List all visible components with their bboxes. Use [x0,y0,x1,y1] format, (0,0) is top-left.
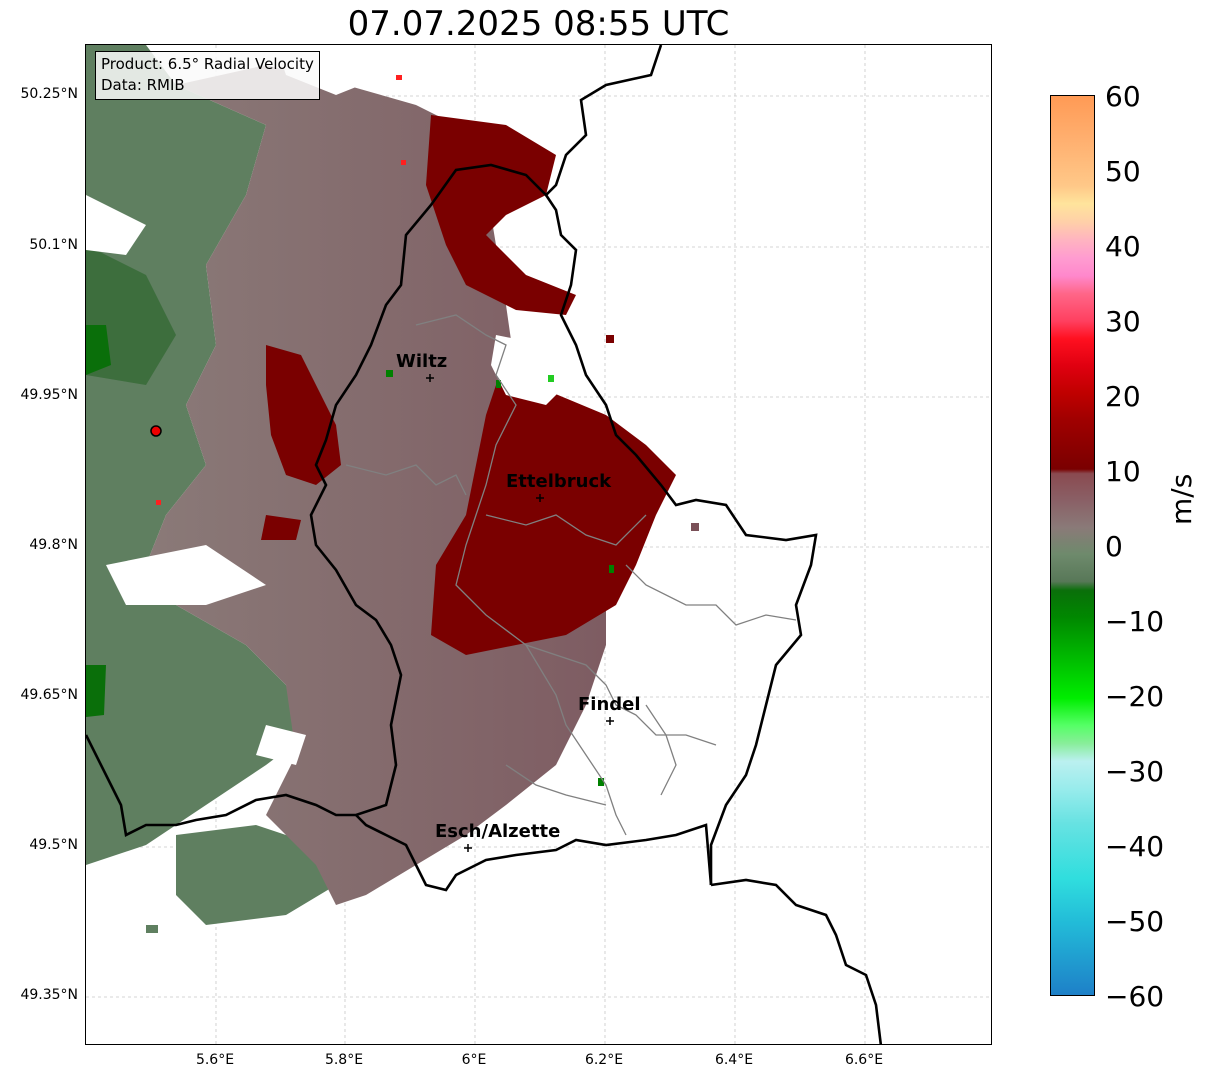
city-label-ettelbruck: Ettelbruck [506,471,612,492]
colorbar-tick: 50 [1105,155,1141,188]
x-tick-label: 5.6°E [195,1052,235,1068]
colorbar-tick: −40 [1105,830,1165,863]
map-title: 07.07.2025 08:55 UTC [347,4,730,44]
radar-map [86,45,991,1044]
x-tick-label: 6.2°E [584,1052,624,1068]
product-info-box: Product: 6.5° Radial Velocity Data: RMIB [95,51,320,100]
colorbar-tick: −10 [1105,605,1165,638]
colorbar-tick: 40 [1105,230,1141,263]
findel-marker [606,717,614,725]
radar-site-marker [150,425,162,437]
y-tick-label: 50.25°N [20,86,78,102]
y-tick-label: 49.5°N [29,837,78,853]
y-tick-label: 49.35°N [20,987,78,1003]
velocity-area-strong-inbound-2 [86,325,111,375]
colorbar-tick: −30 [1105,755,1165,788]
echo-gap-4 [256,725,306,765]
city-label-findel: Findel [578,694,641,715]
colorbar-tick: 10 [1105,455,1141,488]
canton-boundaries [345,314,797,836]
velocity-area-outbound-north [426,115,576,315]
velocity-area-outbound-west-2 [261,515,301,540]
y-tick-label: 50.1°N [29,237,78,253]
colorbar-tick: −50 [1105,905,1165,938]
data-source-label: Data: RMIB [101,76,185,94]
x-tick-label: 6°E [461,1052,487,1068]
velocity-area-inbound-south [176,825,336,925]
colorbar-unit-label: m/s [1165,473,1198,525]
map-panel[interactable] [85,44,992,1045]
colorbar-tick: −20 [1105,680,1165,713]
wiltz-marker [426,374,434,382]
colorbar-tick: −60 [1105,980,1165,1013]
x-tick-label: 5.8°E [324,1052,364,1068]
colorbar-tick: 60 [1105,80,1141,113]
ettelbruck-marker [536,494,544,502]
echo-gap-2 [86,195,146,255]
city-label-esch-alzette: Esch/Alzette [435,821,561,842]
colorbar-tick: 0 [1105,530,1123,563]
velocity-area-outbound-center [431,385,676,655]
city-label-wiltz: Wiltz [396,351,448,372]
colorbar-tick: 30 [1105,305,1141,338]
velocity-area-inbound [86,45,306,865]
country-border [86,45,883,1044]
speckles [146,75,699,933]
velocity-colorbar [1050,95,1095,996]
x-tick-label: 6.4°E [714,1052,754,1068]
y-tick-label: 49.95°N [20,387,78,403]
colorbar-tick: 20 [1105,380,1141,413]
product-label: Product: 6.5° Radial Velocity [101,55,314,73]
y-tick-label: 49.65°N [20,687,78,703]
city-markers [426,374,614,852]
esch-alzette-marker [464,844,472,852]
echo-gap-3 [106,545,266,605]
velocity-area-strong-inbound [86,665,106,717]
x-tick-label: 6.6°E [844,1052,884,1068]
echo-gap-5 [491,335,566,405]
y-tick-label: 49.8°N [29,537,78,553]
